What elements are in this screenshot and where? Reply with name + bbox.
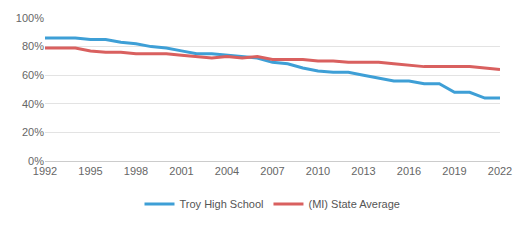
svg-text:2001: 2001 [169,165,193,177]
svg-text:2016: 2016 [397,165,421,177]
svg-text:80%: 80% [22,40,44,52]
svg-text:2007: 2007 [260,165,284,177]
svg-text:2022: 2022 [488,165,512,177]
svg-text:Troy High School: Troy High School [180,198,264,210]
svg-text:1998: 1998 [124,165,148,177]
svg-text:(MI) State Average: (MI) State Average [308,198,400,210]
svg-text:2004: 2004 [215,165,239,177]
svg-text:2013: 2013 [351,165,375,177]
svg-text:0%: 0% [28,155,44,167]
svg-text:100%: 100% [16,12,44,24]
svg-text:60%: 60% [22,69,44,81]
svg-text:1995: 1995 [78,165,102,177]
svg-text:40%: 40% [22,98,44,110]
svg-text:1992: 1992 [33,165,57,177]
svg-text:2019: 2019 [442,165,466,177]
svg-text:2010: 2010 [306,165,330,177]
svg-text:20%: 20% [22,126,44,138]
